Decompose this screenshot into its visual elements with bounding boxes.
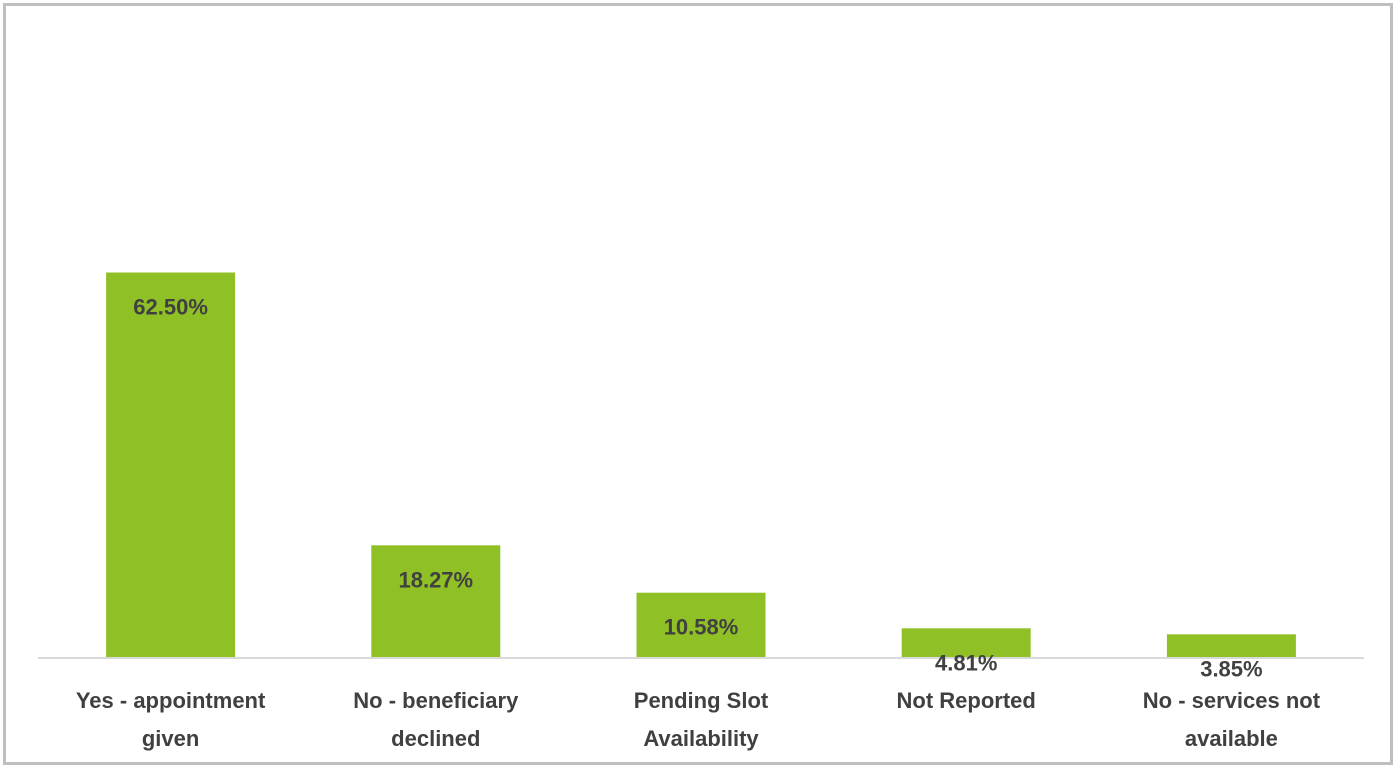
data-label-2: 10.58% — [664, 615, 739, 640]
data-label-0: 62.50% — [133, 295, 208, 320]
bars-group — [106, 272, 1296, 658]
category-label-3-line-0: Not Reported — [897, 688, 1036, 713]
category-label-4-line-1: available — [1185, 726, 1278, 751]
data-label-4: 3.85% — [1200, 656, 1262, 681]
bar-2 — [636, 592, 766, 658]
data-label-1: 18.27% — [398, 567, 473, 592]
category-label-0-line-1: given — [142, 726, 199, 751]
bar-1 — [371, 545, 501, 658]
bar-0 — [106, 272, 236, 658]
category-label-2-line-0: Pending Slot — [634, 688, 769, 713]
category-label-4-line-0: No - services not — [1143, 688, 1321, 713]
category-labels-group: Yes - appointment given No - beneficiary de… — [76, 688, 1321, 751]
bar-4 — [1166, 634, 1296, 658]
category-label-0-line-0: Yes - appointment — [76, 688, 266, 713]
data-label-3: 4.81% — [935, 650, 997, 675]
category-label-2-line-1: Availability — [643, 726, 759, 751]
category-label-1-line-1: declined — [391, 726, 480, 751]
category-label-1-line-0: No - beneficiary — [353, 688, 519, 713]
bar-3 — [901, 628, 1031, 658]
data-labels-group: 62.50% 18.27% 10.58% 4.81% 3.85% — [133, 295, 1262, 682]
